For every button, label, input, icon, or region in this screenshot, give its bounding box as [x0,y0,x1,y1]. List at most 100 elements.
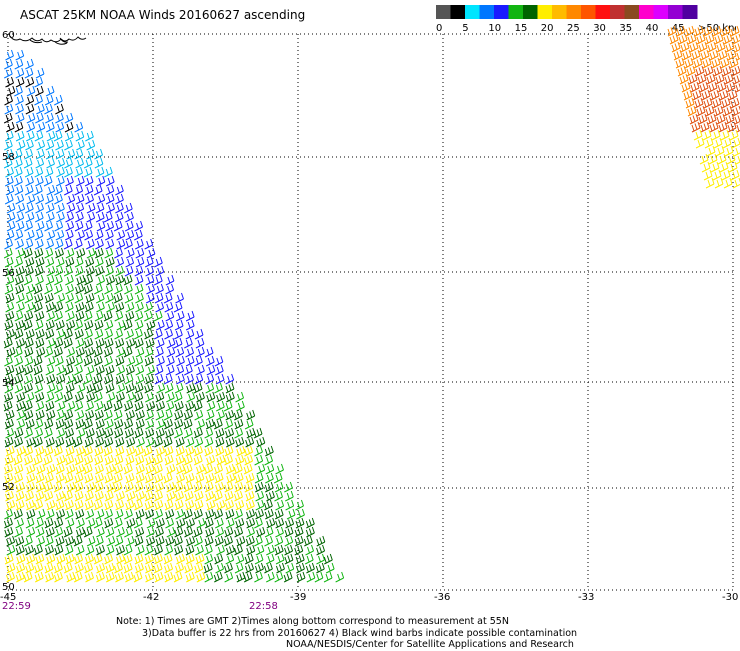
scale-tick-label: 5 [462,23,468,34]
wind-barb [16,562,26,574]
wind-barb [6,85,16,97]
wind-barb [104,499,114,511]
wind-barb [294,535,304,547]
wind-barb [146,535,156,547]
wind-barb [145,265,155,277]
wind-barb [25,517,35,529]
wind-barb [56,409,65,421]
wind-barb [675,57,685,69]
wind-barb [727,121,737,133]
wind-barb [714,105,724,117]
wind-barb [701,161,711,173]
wind-barb [114,418,124,430]
wind-barb [75,508,85,520]
wind-barb [4,463,14,475]
wind-barb [154,499,164,511]
wind-barb [135,373,145,385]
wind-barb [55,319,65,331]
wind-barb [263,499,273,511]
wind-barb [5,274,15,286]
footnotes: Note: 1) Times are GMT 2)Times along bot… [116,616,577,651]
wind-barb [65,211,74,223]
wind-barb [13,454,23,466]
wind-barb [175,562,184,574]
wind-barb [144,301,153,313]
wind-barb [194,328,204,340]
wind-barb [105,571,115,583]
wind-barb [53,571,63,583]
wind-barb [196,571,206,583]
time-label-left: 22:59 [2,601,31,612]
wind-barb [65,517,75,529]
wind-barb [723,105,733,117]
wind-barb [134,400,144,412]
wind-barb [145,526,155,538]
wind-barb [85,364,95,376]
wind-barb [96,274,105,286]
wind-barb [685,25,695,37]
wind-barb [722,65,732,77]
wind-barb [113,517,123,529]
wind-barb [185,373,194,385]
wind-barb [95,202,105,214]
wind-barb [165,535,175,547]
wind-barb [713,137,723,149]
wind-barb [14,427,24,439]
wind-barb [93,517,103,529]
wind-barb [244,481,254,493]
wind-barb [246,508,255,520]
wind-barb [3,337,13,349]
wind-barb [174,328,183,340]
lon-label-45: -45 [0,592,16,603]
wind-barb [164,319,174,331]
scale-tick-label: 40 [646,23,659,34]
wind-barb [23,400,33,412]
wind-barb [4,481,14,493]
wind-barb [164,562,174,574]
wind-barb [124,418,134,430]
wind-barb [174,418,184,430]
wind-barb [105,382,115,394]
wind-barb [176,472,185,484]
wind-barb [166,391,175,403]
wind-barb [716,41,726,53]
wind-barb [173,535,183,547]
wind-barb [163,418,173,430]
wind-barb [36,121,46,133]
wind-barb [84,328,93,340]
wind-barb [135,472,145,484]
wind-barb [56,454,66,466]
wind-barb [185,436,195,448]
wind-barb [55,463,65,475]
wind-barb [667,25,677,37]
wind-barb [185,310,195,322]
wind-barb [213,418,223,430]
wind-barb [15,211,25,223]
wind-barb [225,544,235,556]
wind-barb [723,177,733,189]
wind-barb [24,166,34,178]
wind-barb [265,490,275,502]
wind-barb [86,238,95,250]
wind-barb [225,508,235,520]
wind-barb [54,220,64,232]
scale-swatch [581,5,596,19]
wind-barb [193,526,203,538]
wind-barb [196,463,205,475]
wind-barb [34,184,43,196]
wind-barb [45,238,55,250]
wind-barb [63,328,73,340]
wind-barb [5,571,15,583]
wind-barb [125,409,135,421]
wind-barb [224,526,234,538]
wind-barb [236,445,246,457]
wind-barb [25,202,34,214]
wind-barb [204,346,214,358]
wind-barb [25,175,34,187]
wind-barb [144,562,154,574]
wind-barb [73,571,83,583]
wind-barb [105,184,115,196]
wind-barb [225,391,235,403]
wind-barb [123,274,133,286]
wind-barb [4,454,14,466]
